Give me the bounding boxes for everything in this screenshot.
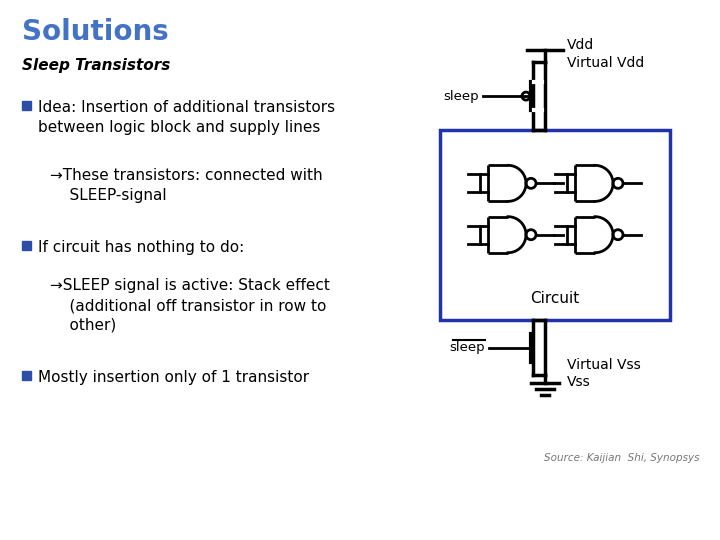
- Text: Sill Torres: Microelectronics: Sill Torres: Microelectronics: [22, 511, 217, 525]
- Text: Circuit: Circuit: [531, 291, 580, 306]
- Text: If circuit has nothing to do:: If circuit has nothing to do:: [38, 240, 244, 255]
- Text: sleep: sleep: [449, 341, 485, 354]
- Text: Vdd
Virtual Vdd: Vdd Virtual Vdd: [567, 38, 644, 70]
- Bar: [22, 101, 31, 110]
- Bar: [22, 372, 31, 380]
- Text: Idea: Insertion of additional transistors
between logic block and supply lines: Idea: Insertion of additional transistor…: [38, 100, 335, 135]
- Text: Solutions: Solutions: [22, 18, 168, 46]
- Text: →These transistors: connected with
    SLEEP-signal: →These transistors: connected with SLEEP…: [50, 168, 323, 203]
- Text: →SLEEP signal is active: Stack effect
    (additional off transistor in row to
 : →SLEEP signal is active: Stack effect (a…: [50, 278, 330, 333]
- Text: Sleep Transistors: Sleep Transistors: [22, 58, 171, 73]
- Text: 47: 47: [673, 509, 698, 527]
- Text: sleep: sleep: [444, 90, 479, 103]
- Bar: [440, 130, 670, 320]
- Text: Virtual Vss
Vss: Virtual Vss Vss: [567, 357, 641, 389]
- Bar: [22, 241, 31, 250]
- Text: Mostly insertion only of 1 transistor: Mostly insertion only of 1 transistor: [38, 370, 309, 386]
- Text: Source: Kaijian  Shi, Synopsys: Source: Kaijian Shi, Synopsys: [544, 454, 700, 463]
